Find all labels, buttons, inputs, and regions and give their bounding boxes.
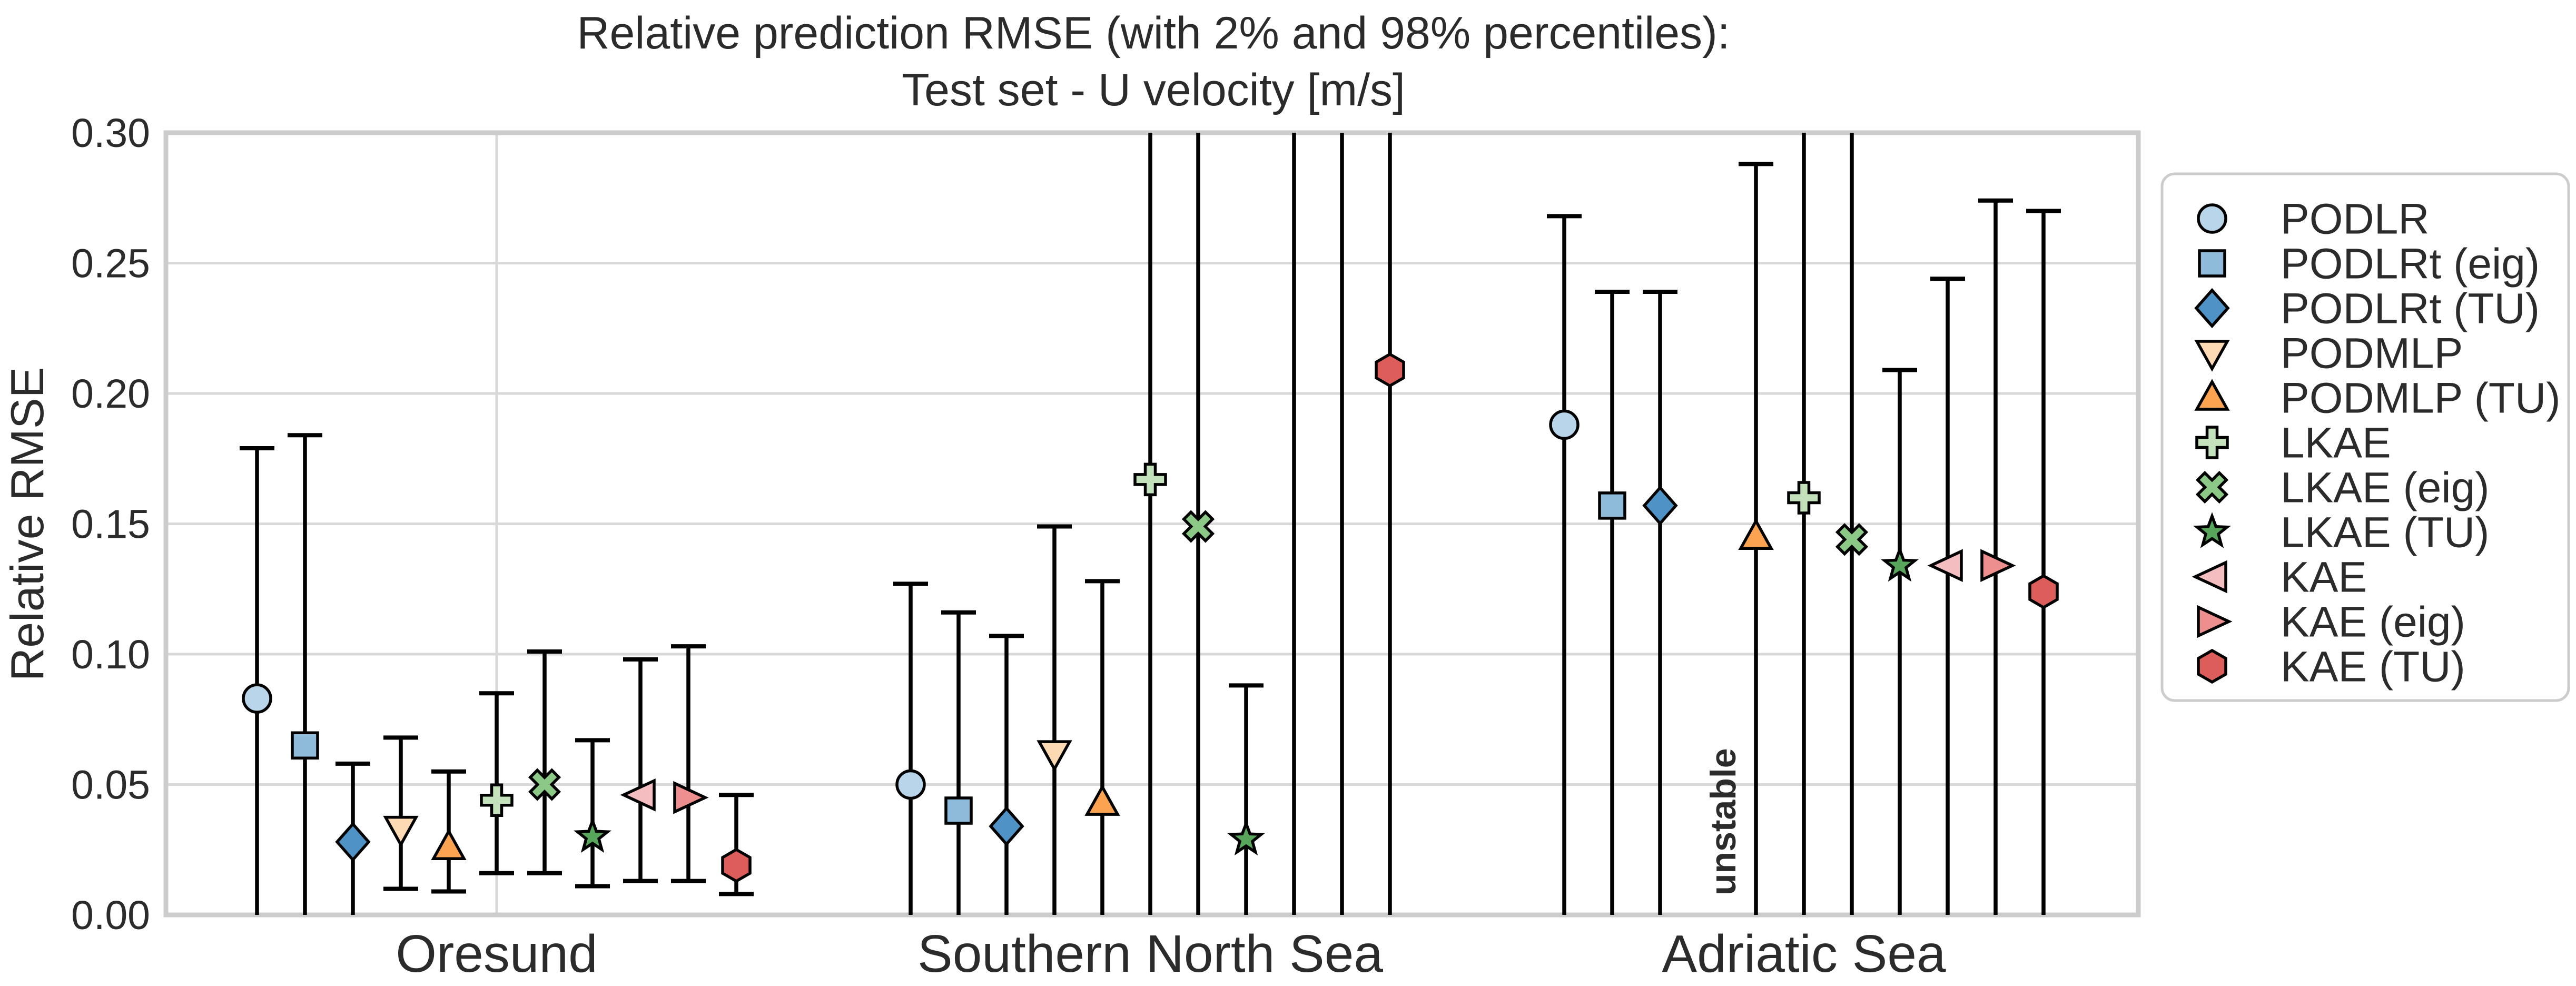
legend-label: PODMLP (TU): [2281, 374, 2561, 422]
legend-marker-x: [2195, 470, 2229, 504]
legend-marker-circle: [2197, 203, 2227, 234]
y-tick: 0.25: [71, 241, 150, 286]
marker-plus: [1787, 481, 1821, 515]
chart-title-line2: Test set - U velocity [m/s]: [902, 65, 1405, 115]
x-tick-labels: Oresund Southern North Sea Adriatic Sea: [396, 924, 1946, 983]
marker-triangle-left: [1927, 549, 1963, 583]
marker-square: [291, 731, 319, 760]
unstable-annotation: unstable: [1703, 748, 1743, 895]
marker-diamond: [1642, 485, 1678, 526]
marker-diamond: [989, 806, 1024, 846]
marker-square: [944, 796, 973, 825]
marker-star: [574, 816, 611, 853]
y-tick: 0.30: [71, 111, 150, 156]
markers-layer: [242, 352, 2059, 883]
x-tick-oresund: Oresund: [396, 924, 598, 983]
y-tick: 0.15: [71, 501, 150, 547]
legend-marker-plus: [2195, 426, 2229, 459]
marker-diamond: [335, 822, 371, 862]
legend: PODLR PODLRt (eig) PODLRt (TU) PODMLP PO…: [2160, 172, 2570, 702]
marker-triangle-left: [620, 778, 656, 812]
y-tick: 0.00: [71, 893, 150, 938]
marker-star: [1227, 819, 1265, 856]
marker-circle: [242, 683, 272, 714]
legend-label: LKAE (TU): [2281, 509, 2489, 557]
marker-hexagon: [2028, 574, 2059, 609]
marker-hexagon: [721, 847, 752, 883]
marker-hexagon: [1375, 352, 1405, 388]
y-tick-labels: 0.00 0.05 0.10 0.15 0.20 0.25 0.30: [71, 111, 150, 938]
marker-x: [528, 768, 561, 801]
marker-x: [1181, 510, 1215, 543]
marker-square: [1598, 491, 1626, 520]
legend-label: KAE (eig): [2281, 598, 2465, 646]
legend-label: KAE (TU): [2281, 643, 2465, 691]
legend-marker-triangle-down: [2194, 340, 2230, 372]
marker-plus: [1133, 462, 1167, 497]
marker-x: [1835, 523, 1869, 556]
legend-marker-hexagon: [2197, 648, 2227, 684]
marker-circle: [895, 769, 926, 800]
legend-markers: [2192, 203, 2233, 684]
chart-title-line1: Relative prediction RMSE (with 2% and 98…: [577, 8, 1730, 58]
y-tick: 0.05: [71, 762, 150, 807]
legend-marker-triangle-right: [2197, 605, 2233, 638]
legend-marker-triangle-left: [2192, 560, 2227, 594]
legend-label: PODLRt (eig): [2281, 240, 2540, 288]
marker-triangle-up: [1738, 518, 1774, 550]
marker-triangle-right: [1980, 549, 2016, 583]
legend-labels: PODLR PODLRt (eig) PODLRt (TU) PODMLP PO…: [2281, 195, 2561, 691]
marker-triangle-up: [1084, 784, 1120, 816]
legend-marker-square: [2198, 249, 2226, 278]
legend-marker-star: [2193, 512, 2231, 548]
y-tick: 0.10: [71, 632, 150, 677]
marker-star: [1881, 545, 1919, 582]
x-tick-southern-north-sea: Southern North Sea: [917, 924, 1383, 983]
y-axis-label: Relative RMSE: [1, 367, 53, 682]
legend-label: KAE: [2281, 554, 2367, 602]
legend-marker-triangle-up: [2194, 379, 2230, 411]
legend-box: [2160, 172, 2570, 702]
y-tick: 0.20: [71, 371, 150, 417]
legend-label: PODMLP: [2281, 330, 2463, 378]
x-tick-adriatic-sea: Adriatic Sea: [1662, 924, 1946, 983]
marker-triangle-down: [383, 815, 419, 848]
marker-circle: [1549, 409, 1580, 440]
legend-marker-diamond: [2194, 288, 2230, 329]
marker-plus: [480, 783, 514, 817]
legend-label: PODLR: [2281, 195, 2430, 243]
marker-triangle-right: [673, 781, 709, 814]
legend-label: LKAE (eig): [2281, 464, 2490, 512]
marker-triangle-up: [431, 828, 467, 861]
marker-triangle-down: [1037, 740, 1072, 772]
legend-label: PODLRt (TU): [2281, 285, 2540, 333]
legend-label: LKAE: [2281, 419, 2391, 467]
